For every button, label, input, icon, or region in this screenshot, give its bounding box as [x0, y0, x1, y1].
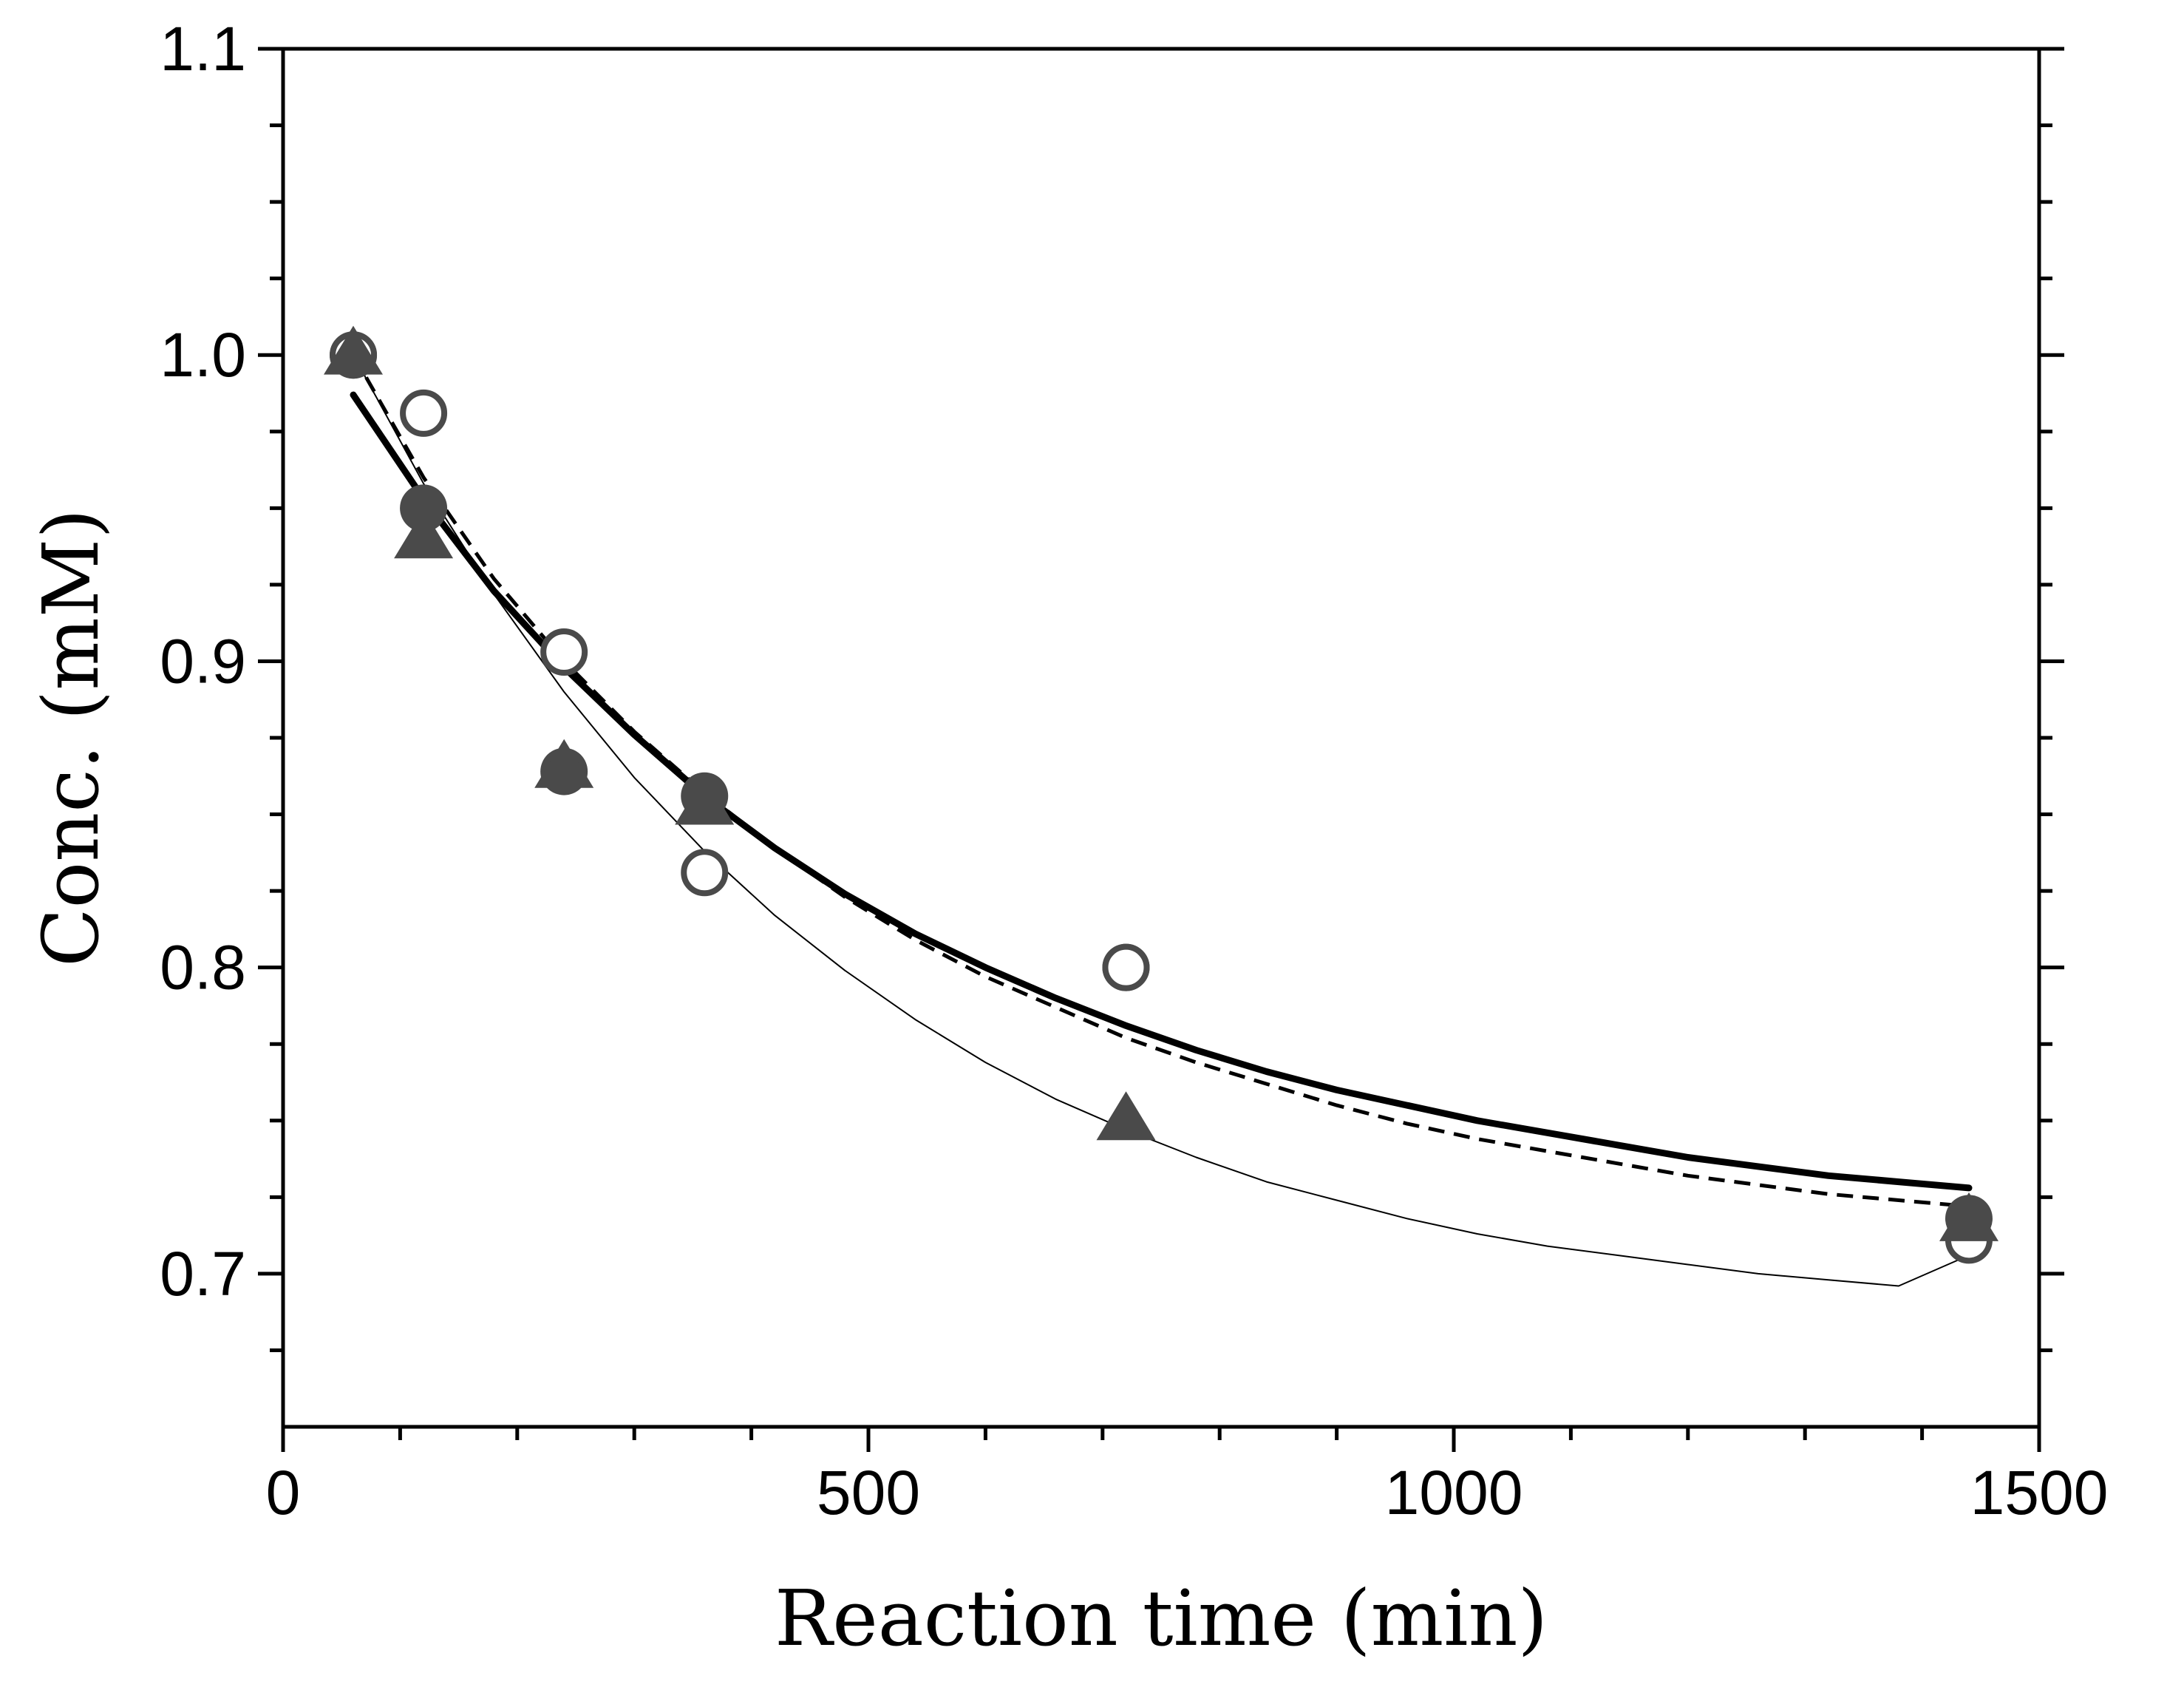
point-open-circle — [1102, 943, 1150, 991]
y-tick-label: 1.1 — [160, 14, 246, 84]
x-tick-label: 1500 — [1970, 1458, 2109, 1527]
tick-labels: 0 500 1000 1500 0.7 0.8 0.9 1.0 1.1 — [160, 14, 2108, 1527]
y-tick-label: 0.7 — [160, 1239, 246, 1309]
y-tick-label: 0.9 — [160, 626, 246, 696]
y-tick-label: 0.8 — [160, 933, 246, 1002]
y-tick-label: 1.0 — [160, 320, 246, 390]
point-filled-triangle — [1096, 1091, 1156, 1141]
point-open-circle — [400, 389, 448, 437]
point-open-circle — [681, 849, 729, 897]
x-tick-label: 500 — [817, 1458, 920, 1527]
y-axis-title: Conc. (mM) — [26, 509, 116, 967]
x-tick-label: 1000 — [1385, 1458, 1523, 1527]
point-filled-triangle — [534, 739, 594, 788]
x-tick-label: 0 — [266, 1458, 301, 1527]
point-open-circle — [540, 628, 588, 676]
data-points — [324, 325, 1998, 1264]
point-filled-triangle — [324, 325, 383, 375]
fit-curve-thin-solid — [353, 354, 1970, 1287]
point-filled-circle — [400, 484, 448, 532]
x-axis-title: Reaction time (min) — [775, 1573, 1548, 1663]
point-filled-triangle — [1939, 1192, 1998, 1241]
fit-curve-dashed — [351, 353, 1970, 1209]
axis-ticks — [258, 47, 2064, 1452]
fit-curve-thick-solid — [350, 391, 1973, 1192]
point-filled-triangle — [394, 509, 454, 559]
fit-curves — [350, 353, 1973, 1287]
point-filled-triangle — [675, 776, 735, 825]
